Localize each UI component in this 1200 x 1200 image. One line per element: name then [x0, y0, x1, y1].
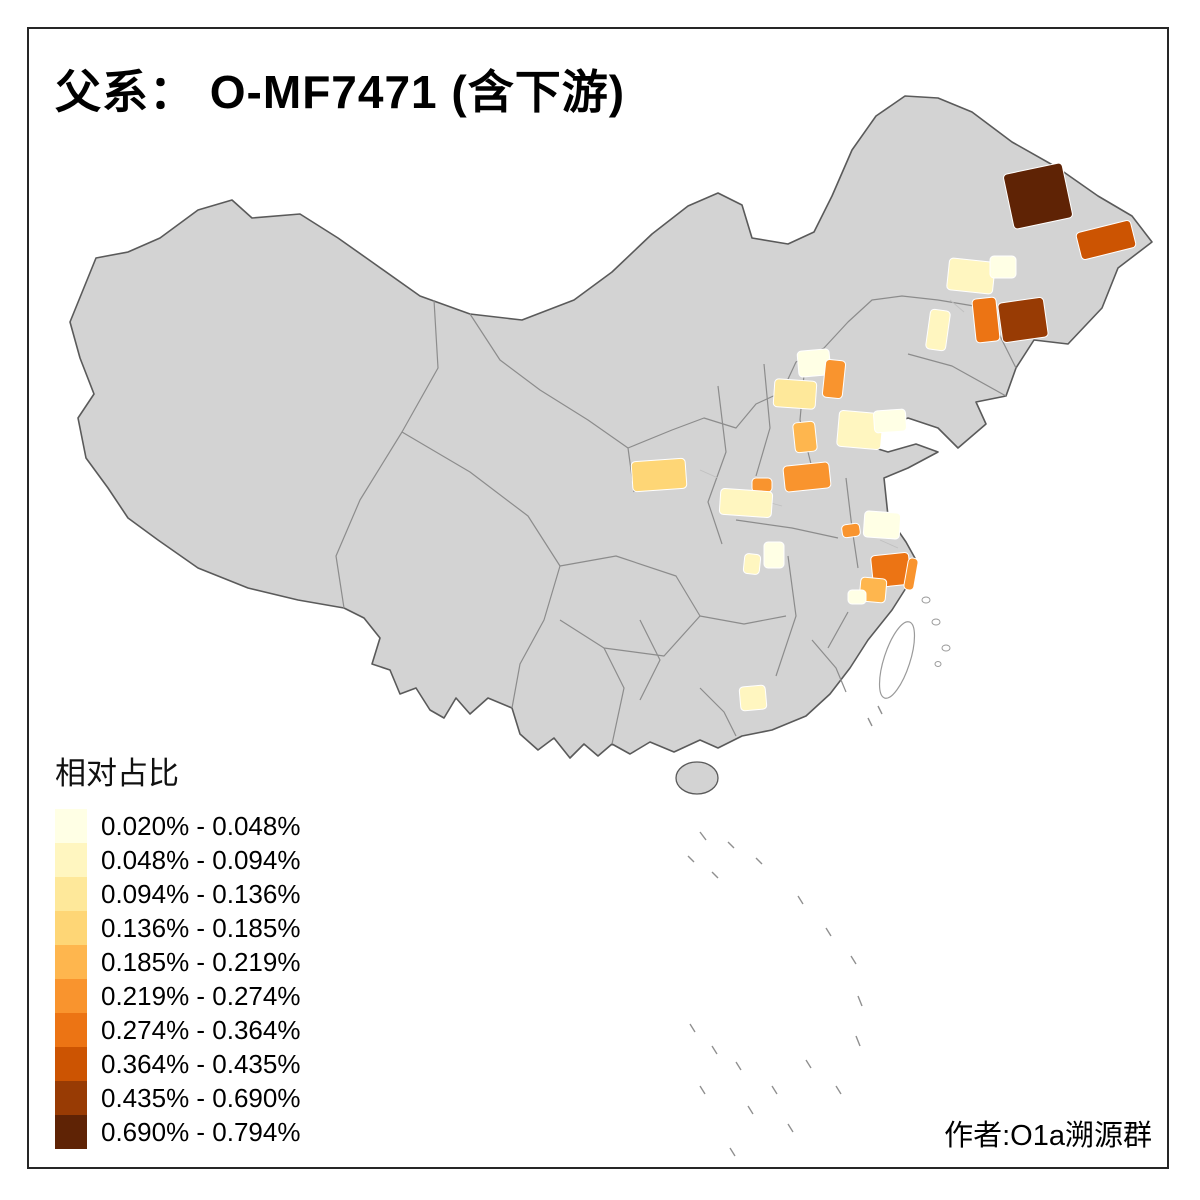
map-title: 父系： O-MF7471 (含下游) [55, 66, 626, 118]
islet-mark [867, 717, 873, 727]
region-4 [989, 255, 1017, 279]
legend-label: 0.048% - 0.094% [101, 844, 301, 875]
islet-mark [727, 841, 735, 849]
legend-row: 0.435% - 0.690% [55, 1081, 300, 1115]
region-18 [841, 522, 861, 539]
region-16 [782, 461, 832, 493]
legend-swatch [55, 979, 87, 1013]
region-1 [1003, 162, 1073, 230]
islet-mark [877, 705, 883, 715]
islet-mark [735, 1061, 742, 1071]
region-10 [772, 378, 818, 410]
islet-mark [825, 927, 832, 937]
legend-label: 0.020% - 0.048% [101, 810, 301, 841]
region-11 [792, 420, 818, 454]
islet-mark [689, 1023, 696, 1033]
south-china-sea-islets [687, 705, 883, 1157]
islet-mark [771, 1085, 778, 1095]
legend-swatch [55, 877, 87, 911]
region-9 [821, 358, 847, 400]
legend-row: 0.136% - 0.185% [55, 911, 300, 945]
islet-mark [711, 1045, 718, 1055]
legend-row: 0.020% - 0.048% [55, 809, 300, 843]
coastal-islands [921, 596, 951, 667]
islet-mark [787, 1123, 794, 1133]
legend-swatch [55, 1115, 87, 1149]
legend-label: 0.185% - 0.219% [101, 946, 301, 977]
region-25 [847, 589, 867, 605]
region-15 [751, 477, 773, 493]
legend-label: 0.219% - 0.274% [101, 980, 301, 1011]
islet-mark [711, 871, 719, 879]
legend-title: 相对占比 [55, 756, 179, 791]
region-6 [971, 296, 1001, 344]
province-borders [335, 295, 1017, 745]
islet-mark [805, 1059, 812, 1069]
legend-label: 0.690% - 0.794% [101, 1116, 301, 1147]
legend-row: 0.690% - 0.794% [55, 1115, 300, 1149]
islet-mark [855, 1035, 861, 1047]
islet-mark [797, 895, 804, 905]
islet-mark [747, 1105, 754, 1115]
legend-label: 0.364% - 0.435% [101, 1048, 301, 1079]
islet-mark [699, 831, 707, 841]
legend-swatch [55, 911, 87, 945]
legend-rows: 0.020% - 0.048% 0.048% - 0.094% 0.094% - 0… [55, 809, 300, 1149]
legend-row: 0.219% - 0.274% [55, 979, 300, 1013]
islet-mark [755, 857, 763, 865]
legend-swatch [55, 1081, 87, 1115]
islet-mark [729, 1147, 736, 1157]
region-21 [742, 553, 762, 575]
legend-swatch [55, 945, 87, 979]
hainan-island [675, 761, 719, 795]
region-7 [997, 297, 1049, 343]
region-26 [738, 684, 768, 712]
china-mainland-shape [69, 95, 1153, 759]
legend-row: 0.048% - 0.094% [55, 843, 300, 877]
legend: 相对占比 0.020% - 0.048% 0.048% - 0.094% 0.094… [55, 748, 300, 1149]
legend-row: 0.274% - 0.364% [55, 1013, 300, 1047]
legend-label: 0.435% - 0.690% [101, 1082, 301, 1113]
taiwan-island [878, 621, 916, 699]
legend-label: 0.136% - 0.185% [101, 912, 301, 943]
islet-mark [835, 1085, 842, 1095]
legend-row: 0.185% - 0.219% [55, 945, 300, 979]
legend-label: 0.094% - 0.136% [101, 878, 301, 909]
region-3 [946, 257, 996, 295]
region-14 [630, 457, 688, 493]
region-5 [925, 308, 951, 352]
region-20 [763, 541, 785, 569]
islet-mark [857, 995, 863, 1007]
region-24 [903, 557, 919, 591]
legend-swatch [55, 1013, 87, 1047]
legend-swatch [55, 1047, 87, 1081]
attribution: 作者:O1a溯源群 [944, 1120, 1152, 1152]
legend-row: 0.364% - 0.435% [55, 1047, 300, 1081]
islet-mark [850, 955, 857, 965]
region-19 [862, 510, 902, 540]
region-17 [718, 487, 774, 519]
islet-mark [699, 1085, 706, 1095]
legend-label: 0.274% - 0.364% [101, 1014, 301, 1045]
region-2 [1075, 219, 1137, 261]
legend-swatch [55, 809, 87, 843]
islet-mark [687, 855, 695, 863]
legend-row: 0.094% - 0.136% [55, 877, 300, 911]
legend-swatch [55, 843, 87, 877]
region-13 [873, 408, 907, 434]
